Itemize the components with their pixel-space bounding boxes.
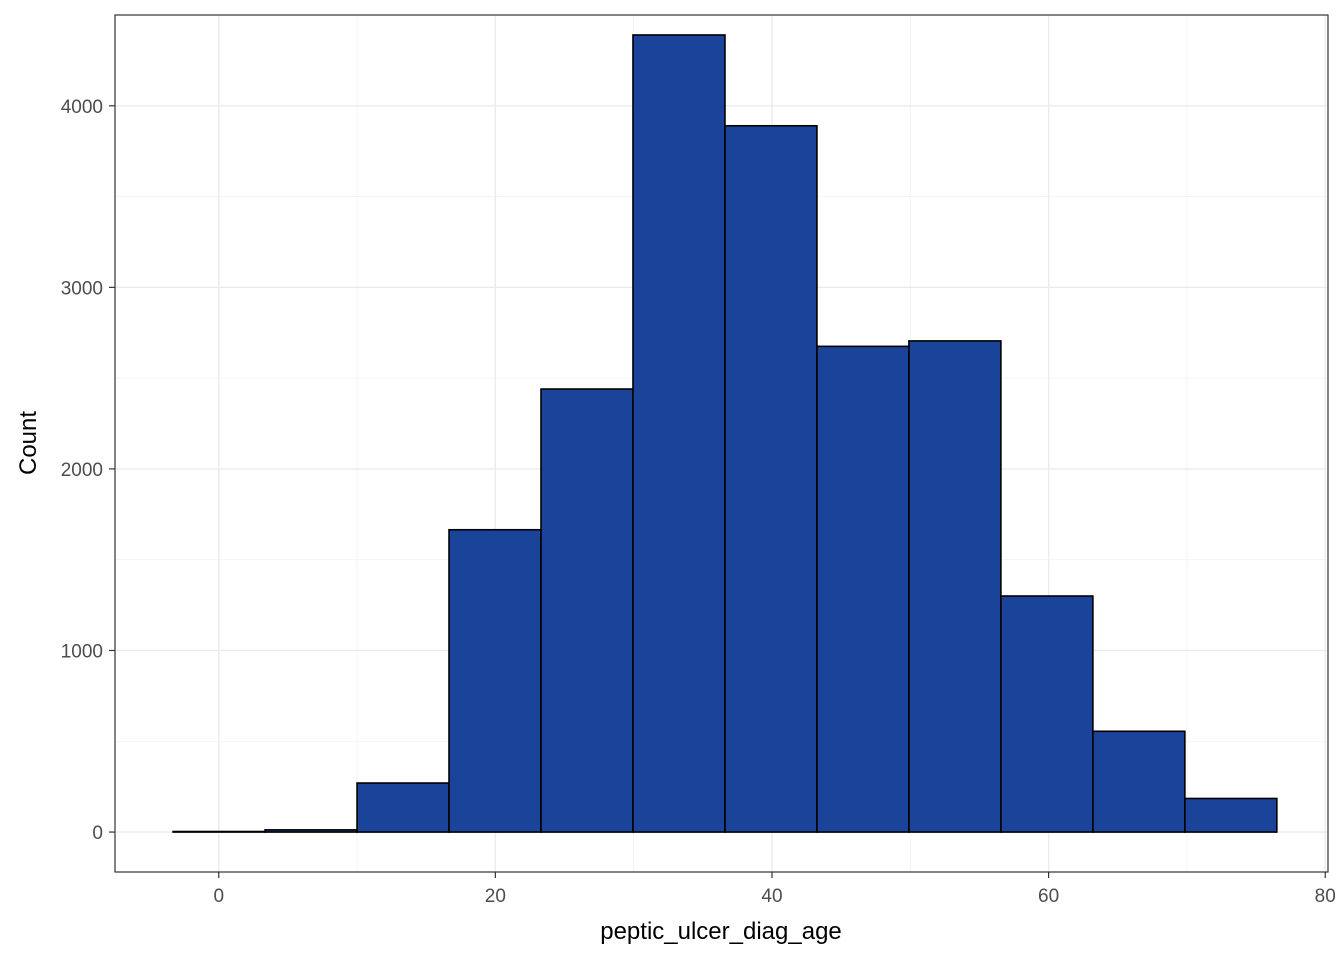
y-tick-label: 2000 (61, 460, 103, 481)
x-axis-title: peptic_ulcer_diag_age (600, 918, 842, 945)
histogram-bar (264, 829, 358, 833)
panel-border (114, 14, 1329, 873)
histogram-bar (816, 345, 910, 833)
histogram-bar (356, 782, 450, 833)
y-axis: 0 1000 2000 3000 4000 (61, 97, 115, 844)
histogram-bar (1184, 797, 1278, 833)
histogram-bar (724, 124, 818, 833)
y-tick-label: 1000 (61, 641, 103, 662)
x-tick-label: 60 (1038, 886, 1059, 907)
y-tick-label: 0 (92, 823, 103, 844)
histogram-bar (908, 340, 1002, 833)
histogram-bar (448, 528, 542, 833)
y-tick-label: 4000 (61, 97, 103, 118)
histogram-bar (172, 830, 266, 833)
histogram-bar (1000, 595, 1094, 833)
histogram-bar (632, 34, 726, 833)
y-tick-label: 3000 (61, 278, 103, 299)
x-tick-label: 80 (1315, 886, 1336, 907)
histogram-bars (172, 34, 1278, 833)
x-tick-label: 20 (485, 886, 506, 907)
x-tick-label: 40 (761, 886, 782, 907)
histogram-bar (540, 388, 634, 833)
x-tick-label: 0 (213, 886, 224, 907)
x-axis: 0 20 40 60 80 (213, 872, 1336, 907)
y-axis-title: Count (15, 411, 42, 475)
histogram-bar (1092, 730, 1186, 833)
